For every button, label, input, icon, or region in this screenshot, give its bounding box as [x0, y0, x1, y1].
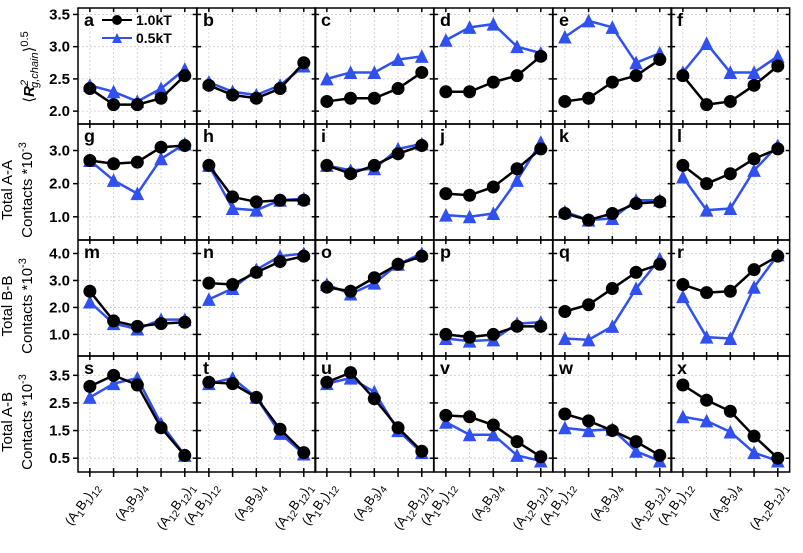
x-tick-label: (A3B3)4: [695, 480, 745, 539]
svg-text:t: t: [203, 358, 209, 378]
panel-x: x: [671, 356, 790, 472]
x-tick-label: (A3B3)4: [458, 480, 508, 539]
svg-text:2.0: 2.0: [49, 176, 70, 193]
panel-m: 1.02.03.04.0m: [78, 240, 197, 356]
x-tick-label: (A3B3)4: [339, 480, 389, 539]
svg-text:x: x: [677, 358, 687, 378]
svg-text:s: s: [84, 358, 94, 378]
svg-text:o: o: [321, 242, 332, 262]
svg-text:3.5: 3.5: [49, 367, 70, 384]
svg-text:m: m: [84, 242, 100, 262]
panel-w: w: [553, 356, 672, 472]
panel-u: u: [315, 356, 434, 472]
row-label-0: ⟨R2g,chain⟩0.5: [19, 7, 41, 127]
svg-text:c: c: [321, 10, 331, 30]
svg-text:g: g: [84, 126, 95, 146]
svg-text:b: b: [203, 10, 214, 30]
svg-text:1.5: 1.5: [49, 423, 70, 440]
panel-g: 1.02.03.0g: [78, 124, 197, 240]
svg-text:2.0: 2.0: [49, 103, 70, 120]
svg-text:k: k: [559, 126, 570, 146]
panel-t: t: [197, 356, 316, 472]
panel-r: r: [671, 240, 790, 356]
figure: ⟨R2g,chain⟩0.5Total A-AContacts *10-3Tot…: [0, 0, 803, 553]
svg-text:q: q: [559, 242, 570, 262]
svg-text:2.5: 2.5: [49, 395, 70, 412]
svg-text:a: a: [84, 10, 95, 30]
svg-text:2.0: 2.0: [49, 299, 70, 316]
x-tick-label: (A3B3)4: [102, 480, 152, 539]
svg-text:2.5: 2.5: [49, 71, 70, 88]
svg-text:3.5: 3.5: [49, 6, 70, 23]
svg-text:n: n: [203, 242, 214, 262]
svg-text:1.0: 1.0: [49, 209, 70, 226]
legend: 1.0kT0.5kT: [102, 12, 172, 48]
svg-text:3.0: 3.0: [49, 272, 70, 289]
panel-o: o: [315, 240, 434, 356]
x-tick-label: (A12B12)1: [743, 480, 793, 539]
svg-text:4.0: 4.0: [49, 245, 70, 262]
row-label-3: Total A-BContacts *10-3: [0, 362, 36, 482]
panel-j: j: [434, 124, 553, 240]
svg-text:e: e: [559, 10, 569, 30]
svg-text:3.0: 3.0: [49, 143, 70, 160]
svg-text:3.0: 3.0: [49, 39, 70, 56]
svg-text:h: h: [203, 126, 214, 146]
svg-text:j: j: [439, 126, 445, 146]
svg-text:v: v: [440, 358, 450, 378]
svg-text:f: f: [677, 10, 684, 30]
panel-q: q: [553, 240, 672, 356]
svg-text:w: w: [558, 358, 574, 378]
panel-c: c: [315, 8, 434, 124]
svg-text:i: i: [321, 126, 326, 146]
panel-n: n: [197, 240, 316, 356]
x-tick-label: (A1B1)12: [55, 480, 105, 539]
svg-text:u: u: [321, 358, 332, 378]
svg-text:r: r: [677, 242, 684, 262]
svg-text:1.0: 1.0: [49, 326, 70, 343]
x-tick-label: (A3B3)4: [221, 480, 271, 539]
svg-text:l: l: [677, 126, 682, 146]
row-label-1: Total A-AContacts *10-3: [0, 130, 36, 250]
panel-k: k: [553, 124, 672, 240]
panel-e: e: [553, 8, 672, 124]
panel-d: d: [434, 8, 553, 124]
panel-h: h: [197, 124, 316, 240]
row-label-2: Total B-BContacts *10-3: [0, 246, 36, 366]
x-tick-label: (A3B3)4: [577, 480, 627, 539]
panel-f: f: [671, 8, 790, 124]
panel-v: v: [434, 356, 553, 472]
panel-l: l: [671, 124, 790, 240]
panel-b: b: [197, 8, 316, 124]
panel-p: p: [434, 240, 553, 356]
svg-text:0.5: 0.5: [49, 450, 70, 467]
panel-s: 0.51.52.53.5s: [78, 356, 197, 472]
svg-text:d: d: [440, 10, 451, 30]
panel-i: i: [315, 124, 434, 240]
svg-text:p: p: [440, 242, 451, 262]
